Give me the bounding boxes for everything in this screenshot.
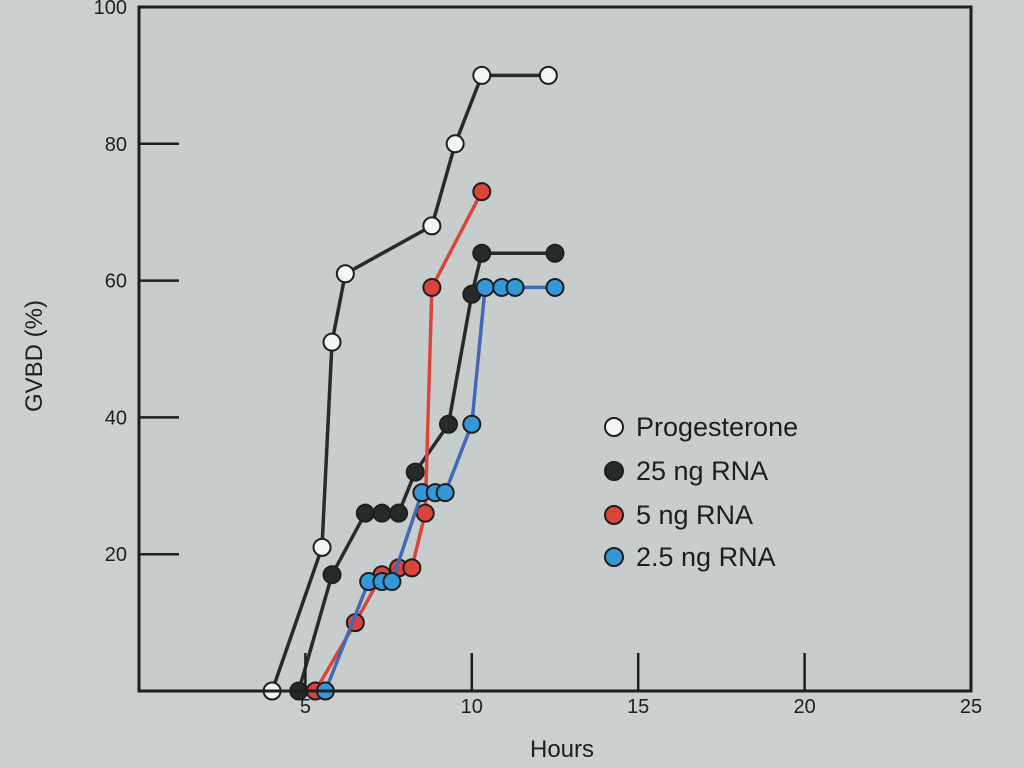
series-point bbox=[462, 414, 482, 434]
series-point bbox=[382, 572, 402, 592]
series-point bbox=[545, 277, 565, 297]
y-tick-label: 60 bbox=[105, 271, 127, 293]
series-point bbox=[312, 537, 332, 557]
y-tick-label: 80 bbox=[105, 134, 127, 156]
series-point bbox=[472, 65, 492, 85]
series-point bbox=[405, 462, 425, 482]
series-point bbox=[322, 565, 342, 585]
series-group bbox=[315, 277, 565, 701]
x-tick-label: 5 bbox=[300, 696, 311, 718]
legend-marker-5ng bbox=[604, 505, 624, 525]
plot-frame bbox=[137, 5, 973, 693]
legend-marker-progesterone bbox=[604, 417, 624, 437]
series-line bbox=[297, 251, 555, 692]
series-point bbox=[415, 503, 435, 523]
ticks-layer: 20 40 60 80 100 5 10 15 20 25 bbox=[94, 0, 983, 718]
series-point bbox=[322, 332, 342, 352]
series-layer bbox=[262, 65, 565, 701]
series-point bbox=[439, 414, 459, 434]
plot-background bbox=[139, 7, 971, 691]
series-point bbox=[545, 243, 565, 263]
legend-label-5ng: 5 ng RNA bbox=[636, 500, 753, 530]
legend-marker-25ng bbox=[604, 461, 624, 481]
series-point bbox=[435, 483, 455, 503]
legend-marker-2-5ng bbox=[604, 547, 624, 567]
y-tick-label: 40 bbox=[105, 407, 127, 429]
y-tick-label: 20 bbox=[105, 544, 127, 566]
series-point bbox=[505, 277, 525, 297]
legend-label-progesterone: Progesterone bbox=[636, 412, 798, 442]
y-tick-label: 100 bbox=[94, 0, 127, 19]
x-tick-label: 10 bbox=[461, 696, 483, 718]
series-point bbox=[335, 264, 355, 284]
series-point bbox=[422, 277, 442, 297]
legend-label-2-5ng: 2.5 ng RNA bbox=[636, 542, 776, 572]
series-point bbox=[472, 182, 492, 202]
series-point bbox=[422, 216, 442, 236]
series-point bbox=[402, 558, 422, 578]
series-group bbox=[262, 65, 558, 701]
series-point bbox=[389, 503, 409, 523]
x-axis-title: Hours bbox=[530, 736, 594, 763]
x-tick-label: 20 bbox=[793, 696, 815, 718]
x-tick-label: 25 bbox=[960, 696, 982, 718]
x-tick-label: 15 bbox=[627, 696, 649, 718]
legend: Progesterone 25 ng RNA 5 ng RNA 2.5 ng R… bbox=[604, 412, 798, 572]
series-line bbox=[270, 73, 549, 692]
series-point bbox=[472, 243, 492, 263]
series-point bbox=[538, 65, 558, 85]
series-point bbox=[355, 503, 375, 523]
y-axis-title: GVBD (%) bbox=[21, 300, 48, 412]
series-point bbox=[372, 503, 392, 523]
series-point bbox=[475, 277, 495, 297]
series-point bbox=[445, 134, 465, 154]
legend-label-25ng: 25 ng RNA bbox=[636, 456, 768, 486]
